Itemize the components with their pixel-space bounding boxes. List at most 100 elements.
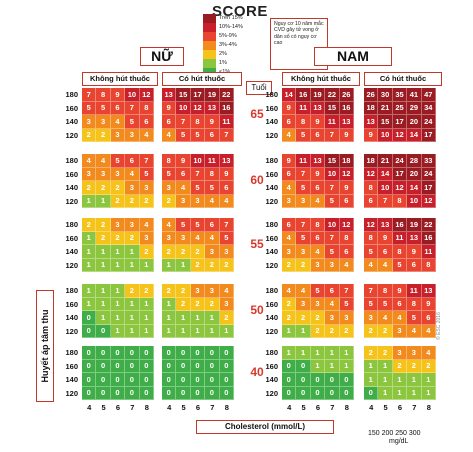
risk-cell: 24 xyxy=(421,115,436,129)
risk-cell: 6 xyxy=(282,218,297,232)
risk-cell: 28 xyxy=(407,154,422,168)
risk-cell: 5 xyxy=(190,128,206,142)
risk-cell: 14 xyxy=(282,88,297,102)
risk-cell: 1 xyxy=(125,258,140,272)
bp-label: 140 xyxy=(65,375,78,384)
risk-cell: 11 xyxy=(325,115,340,129)
risk-cell: 4 xyxy=(407,324,422,338)
risk-cell: 2 xyxy=(205,258,220,272)
male-smoker-header: Có hút thuốc xyxy=(364,72,442,86)
bp-label-male: 180 xyxy=(265,220,278,229)
risk-cell: 1 xyxy=(162,324,177,338)
risk-cell: 4 xyxy=(205,194,220,208)
risk-cell: 4 xyxy=(82,154,97,168)
risk-cell: 1 xyxy=(310,359,326,373)
risk-cell: 10 xyxy=(176,101,191,115)
risk-cell: 2 xyxy=(296,258,311,272)
x-tick-label: 4 xyxy=(167,403,172,412)
risk-cell: 4 xyxy=(310,245,326,259)
risk-cell: 3 xyxy=(162,181,177,195)
risk-cell: 1 xyxy=(176,258,191,272)
legend-swatch xyxy=(203,41,216,50)
risk-cell: 5 xyxy=(325,245,340,259)
bp-label-male: 180 xyxy=(265,156,278,165)
risk-cell: 2 xyxy=(96,181,111,195)
x-tick-label: 5 xyxy=(301,403,306,412)
risk-cell: 2 xyxy=(310,311,326,325)
risk-cell: 25 xyxy=(392,101,408,115)
risk-cell: 13 xyxy=(421,284,436,298)
risk-cell: 17 xyxy=(421,128,436,142)
risk-cell: 1 xyxy=(205,311,220,325)
risk-cell: 2 xyxy=(110,194,126,208)
risk-cell: 5 xyxy=(96,101,111,115)
risk-cell: 6 xyxy=(378,245,393,259)
risk-cell: 2 xyxy=(282,258,297,272)
male-title: NAM xyxy=(314,47,392,66)
risk-cell: 1 xyxy=(139,324,154,338)
risk-cell: 4 xyxy=(339,258,354,272)
risk-cell: 11 xyxy=(296,154,311,168)
risk-cell: 12 xyxy=(421,194,436,208)
risk-cell: 1 xyxy=(96,297,111,311)
risk-cell: 1 xyxy=(296,346,311,360)
legend-note: Nguy cơ 10 năm mắc CVD gây tử vong ở dân… xyxy=(270,18,328,70)
risk-cell: 9 xyxy=(282,154,297,168)
risk-cell: 0 xyxy=(176,359,191,373)
risk-cell: 4 xyxy=(310,194,326,208)
bp-label-male: 160 xyxy=(265,103,278,113)
bp-label-male: 120 xyxy=(265,196,278,206)
risk-cell: 4 xyxy=(96,154,111,168)
risk-cell: 8 xyxy=(310,218,326,232)
risk-cell: 13 xyxy=(310,154,326,168)
risk-cell: 15 xyxy=(176,88,191,102)
risk-cell: 34 xyxy=(421,101,436,115)
x-tick-label: 7 xyxy=(330,403,335,412)
risk-cell: 9 xyxy=(205,115,220,129)
risk-cell: 7 xyxy=(325,128,340,142)
risk-cell: 5 xyxy=(176,218,191,232)
risk-cell: 19 xyxy=(205,88,220,102)
risk-cell: 13 xyxy=(162,88,177,102)
risk-cell: 0 xyxy=(282,386,297,400)
bp-label: 120 xyxy=(65,326,78,336)
risk-cell: 2 xyxy=(139,194,154,208)
risk-cell: 1 xyxy=(110,258,126,272)
risk-cell: 8 xyxy=(392,245,408,259)
risk-cell: 3 xyxy=(110,128,126,142)
risk-cell: 8 xyxy=(407,297,422,311)
risk-grid-male-smoker: 18 21 24 28 33 12 14 17 20 24 8 10 12 14 17 6 7 8 10 12 xyxy=(364,154,436,208)
risk-cell: 4 xyxy=(282,284,297,298)
risk-cell: 2 xyxy=(96,231,111,245)
risk-cell: 1 xyxy=(282,324,297,338)
risk-cell: 2 xyxy=(110,181,126,195)
risk-grid-male-smoker: 7 8 9 11 13 5 5 6 8 9 3 4 4 5 6 2 2 3 4 4 xyxy=(364,284,436,338)
risk-cell: 13 xyxy=(310,101,326,115)
x-tick-label: 6 xyxy=(195,403,201,412)
x-tick-label: 7 xyxy=(130,403,135,412)
risk-grid-male-smoker: 26 30 35 41 47 18 21 25 29 34 13 15 17 20 24 9 10 12 14 17 xyxy=(364,88,436,142)
risk-cell: 8 xyxy=(364,231,379,245)
risk-cell: 5 xyxy=(176,128,191,142)
risk-cell: 9 xyxy=(392,284,408,298)
risk-cell: 30 xyxy=(378,88,393,102)
risk-cell: 3 xyxy=(282,245,297,259)
risk-cell: 2 xyxy=(96,128,111,142)
bp-label-male: 140 xyxy=(265,313,278,322)
risk-cell: 6 xyxy=(282,115,297,129)
risk-cell: 12 xyxy=(339,167,354,181)
risk-cell: 5 xyxy=(190,181,206,195)
risk-cell: 3 xyxy=(190,194,206,208)
risk-cell: 2 xyxy=(96,218,111,232)
risk-cell: 0 xyxy=(310,373,326,387)
risk-cell: 13 xyxy=(219,154,234,168)
risk-cell: 2 xyxy=(205,297,220,311)
risk-cell: 9 xyxy=(339,181,354,195)
risk-cell: 1 xyxy=(378,359,393,373)
risk-cell: 2 xyxy=(364,346,379,360)
risk-cell: 2 xyxy=(310,324,326,338)
risk-cell: 3 xyxy=(407,346,422,360)
risk-cell: 3 xyxy=(125,181,140,195)
risk-cell: 3 xyxy=(205,284,220,298)
